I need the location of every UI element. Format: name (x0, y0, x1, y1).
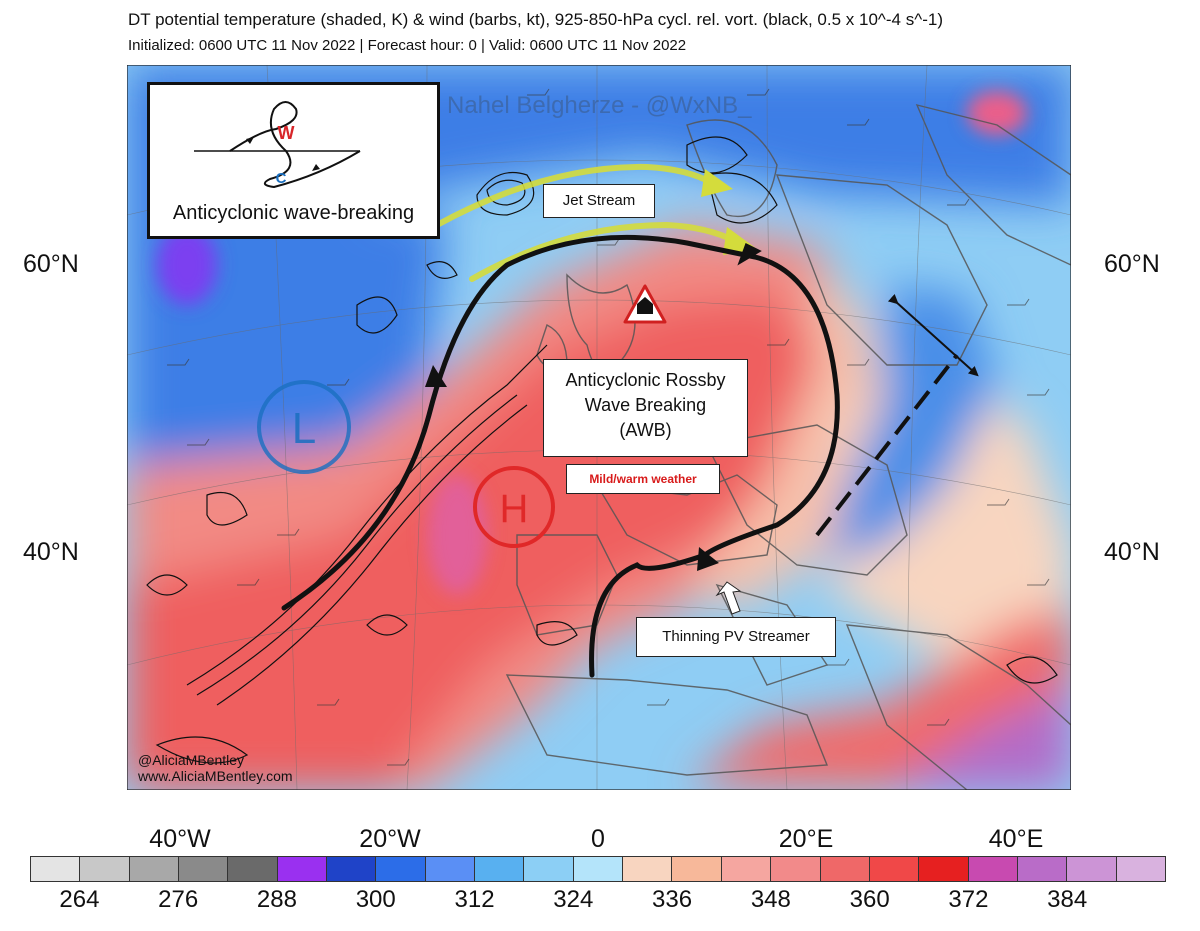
colorbar-swatch (771, 857, 821, 881)
wind-barbs (167, 88, 1050, 766)
inset-title: Anticyclonic wave-breaking (172, 202, 415, 224)
colorbar-swatch (327, 857, 377, 881)
lon-label-40w: 40°W (149, 825, 211, 853)
lat-label-40n-left: 40°N (23, 538, 79, 566)
colorbar-swatch (1116, 857, 1165, 881)
warning-triangle-icon (623, 284, 667, 324)
lon-label-0: 0 (591, 825, 605, 853)
credit-site: www.AliciaMBentley.com (137, 768, 293, 784)
colorbar-swatch (820, 857, 870, 881)
lat-label-40n-right: 40°N (1104, 538, 1160, 566)
awb-arrowhead-west (425, 365, 447, 387)
jet-stream-label: Jet Stream (543, 184, 655, 218)
colorbar-swatch (721, 857, 772, 881)
mild-weather-label: Mild/warm weather (566, 464, 720, 494)
colorbar-tick-label: 384 (1047, 886, 1088, 913)
colorbar-swatch (425, 857, 476, 881)
watermark: Nahel Belgherze - @WxNB_ (447, 92, 752, 119)
svg-text:C: C (276, 170, 287, 187)
colorbar-swatch (623, 857, 673, 881)
lon-label-20e: 20°E (778, 825, 834, 853)
colorbar-swatch (228, 857, 278, 881)
streamer-pointer-arrow (715, 581, 742, 615)
colorbar-swatch (80, 857, 130, 881)
colorbar-tick-label: 360 (849, 886, 890, 913)
svg-text:W: W (278, 123, 295, 143)
colorbar-tick-label: 288 (256, 886, 297, 913)
colorbar-tick-label: 300 (355, 886, 396, 913)
svg-text:L: L (292, 404, 316, 453)
awb-label-line1: Anticyclonic Rossby (565, 370, 726, 390)
vorticity-contours (146, 136, 1058, 764)
colorbar-swatch (672, 857, 722, 881)
colorbar-tick-label: 372 (948, 886, 989, 913)
lon-label-20w: 20°W (359, 825, 421, 853)
lon-label-40e: 40°E (988, 825, 1044, 853)
awb-label-line3: (AWB) (619, 420, 672, 440)
colorbar-swatch (129, 857, 180, 881)
colorbar-swatch (919, 857, 969, 881)
colorbar-swatch (31, 857, 81, 881)
high-pressure-symbol: H (473, 466, 555, 548)
awb-flow-arrow (281, 234, 840, 678)
colorbar-swatch (524, 857, 574, 881)
colorbar-tick-label: 336 (652, 886, 693, 913)
colorbar-swatch (1017, 857, 1068, 881)
lat-label-60n-right: 60°N (1104, 250, 1160, 278)
jet-stream-arrow-upper (434, 163, 715, 228)
colorbar-swatch (475, 857, 525, 881)
map-subtitle: Initialized: 0600 UTC 11 Nov 2022 | Fore… (128, 37, 687, 54)
trough-axis-dashed (815, 353, 959, 537)
inset-box: W C Anticyclonic wave-breaking (147, 82, 440, 239)
pv-streamer-label: Thinning PV Streamer (636, 617, 836, 657)
colorbar-tick-label: 348 (750, 886, 791, 913)
colorbar-swatch (1067, 857, 1117, 881)
awb-arrowhead-south (697, 547, 719, 571)
jet-stream-arrowhead-upper (701, 169, 733, 197)
colorbar-tick-label: 312 (454, 886, 495, 913)
colorbar-tick-label: 276 (158, 886, 199, 913)
low-pressure-symbol: L (257, 380, 351, 474)
map-title: DT potential temperature (shaded, K) & w… (128, 10, 943, 29)
colorbar-swatch (573, 857, 624, 881)
awb-label-line2: Wave Breaking (584, 395, 707, 415)
colorbar-tick-label: 324 (553, 886, 594, 913)
trough-double-arrow (887, 293, 979, 377)
svg-text:H: H (500, 487, 529, 531)
colorbar-swatch (869, 857, 920, 881)
jet-stream-arrow-lower (469, 221, 738, 282)
colorbar-swatch (179, 857, 229, 881)
colorbar-swatch (376, 857, 426, 881)
lat-label-60n-left: 60°N (23, 250, 79, 278)
colorbar-tick-label: 264 (59, 886, 100, 913)
awb-label: Anticyclonic Rossby Wave Breaking (AWB) (543, 359, 748, 457)
colorbar (30, 856, 1166, 882)
credit-handle: @AliciaMBentley (138, 752, 244, 768)
colorbar-swatch (968, 857, 1018, 881)
awb-arrowhead-north (737, 242, 762, 266)
colorbar-swatch (277, 857, 328, 881)
inset-diagram: W C (194, 101, 361, 189)
